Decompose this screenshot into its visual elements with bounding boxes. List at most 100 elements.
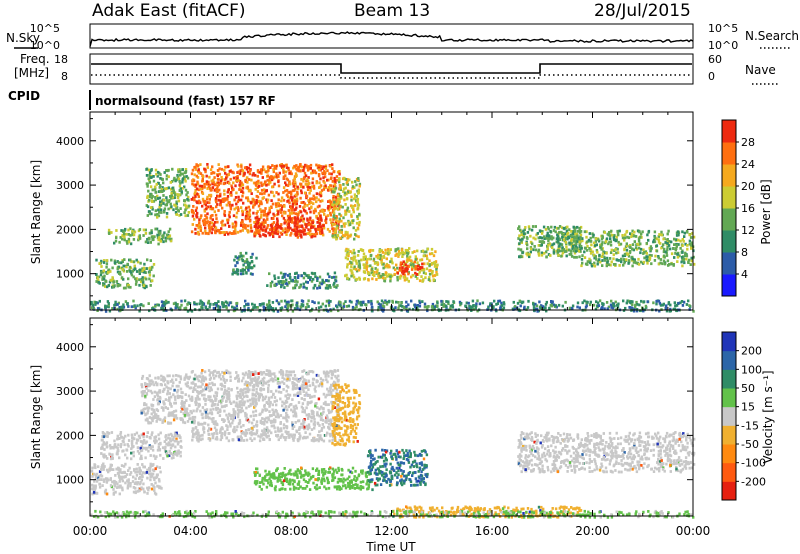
echo-cell <box>538 229 542 233</box>
echo-cell <box>403 251 406 255</box>
echo-cell <box>476 309 479 313</box>
echo-cell <box>561 246 564 249</box>
echo-cell <box>246 196 249 200</box>
echo-cell <box>362 270 366 273</box>
echo-cell <box>124 462 127 466</box>
echo-cell <box>228 210 231 214</box>
echo-cell <box>512 300 515 304</box>
echo-cell <box>291 220 294 224</box>
echo-cell <box>579 235 582 238</box>
echo-cell <box>543 235 546 239</box>
echo-cell <box>285 183 288 187</box>
echo-cell <box>521 251 524 255</box>
echo-cell <box>235 178 238 182</box>
echo-cell <box>571 247 574 251</box>
echo-cell <box>562 248 566 251</box>
echo-cell <box>150 268 153 271</box>
echo-cell <box>151 188 154 192</box>
echo-cell <box>163 210 166 214</box>
echo-cell <box>310 205 313 209</box>
echo-cell <box>141 269 144 272</box>
echo-cell <box>551 300 554 304</box>
echo-cell <box>335 215 338 218</box>
freq-label: Freq. <box>20 52 50 66</box>
echo-cell <box>353 237 356 241</box>
echo-cell <box>350 274 353 278</box>
echo-cell <box>343 193 346 197</box>
echo-cell <box>154 376 157 380</box>
echo-cell <box>216 169 220 172</box>
echo-cell <box>270 229 274 233</box>
echo-cell <box>664 306 668 310</box>
echo-cell <box>129 270 132 273</box>
echo-cell <box>260 226 263 230</box>
echo-cell <box>169 432 173 436</box>
echo-cell <box>157 208 160 212</box>
echo-cell <box>273 283 276 287</box>
echo-cell <box>661 262 664 266</box>
echo-cell <box>548 242 552 246</box>
echo-cell <box>383 279 387 283</box>
echo-cell <box>165 202 169 206</box>
echo-cell <box>622 299 625 303</box>
echo-cell <box>319 191 323 195</box>
echo-cell <box>286 178 290 182</box>
echo-cell <box>102 277 106 281</box>
echo-cell <box>591 235 595 239</box>
echo-cell <box>199 172 203 175</box>
echo-cell <box>605 301 609 304</box>
echo-cell <box>94 476 98 480</box>
echo-cell <box>278 225 282 229</box>
echo-cell <box>91 487 94 491</box>
echo-cell <box>269 305 272 309</box>
echo-cell <box>249 169 252 173</box>
echo-cell <box>397 306 400 310</box>
echo-cell <box>596 262 599 266</box>
echo-cell <box>198 221 201 224</box>
echo-cell <box>227 218 230 222</box>
echo-cell <box>173 196 176 199</box>
echo-cell <box>213 176 216 179</box>
echo-cell <box>300 224 304 228</box>
echo-cell <box>625 242 628 246</box>
echo-cell <box>112 491 116 495</box>
echo-cell <box>337 197 340 201</box>
echo-cell <box>179 410 183 413</box>
echo-cell <box>315 215 318 219</box>
echo-cell <box>224 304 227 308</box>
echo-cell <box>107 303 110 307</box>
echo-cell <box>304 174 308 178</box>
echo-cell <box>637 229 640 233</box>
echo-cell <box>320 282 323 286</box>
echo-cell <box>204 220 207 224</box>
echo-cell <box>370 267 374 271</box>
echo-cell <box>184 179 187 183</box>
echo-cell <box>552 303 556 307</box>
echo-cell <box>332 215 335 218</box>
echo-cell <box>346 257 349 261</box>
echo-cell <box>260 188 264 192</box>
echo-cell <box>623 261 626 265</box>
echo-cell <box>586 248 589 252</box>
echo-cell <box>660 233 663 237</box>
echo-cell <box>401 255 404 258</box>
echo-cell <box>124 453 127 457</box>
echo-cell <box>234 196 238 199</box>
echo-cell <box>319 217 323 220</box>
echo-cell <box>96 301 99 305</box>
echo-cell <box>338 172 341 176</box>
echo-cell <box>156 484 159 488</box>
echo-cell <box>528 227 531 231</box>
echo-cell <box>247 205 251 209</box>
echo-cell <box>282 229 285 233</box>
echo-cell <box>159 431 162 435</box>
echo-cell <box>158 400 161 404</box>
echo-cell <box>300 182 303 186</box>
echo-cell <box>380 261 383 264</box>
echo-cell <box>513 307 516 311</box>
echo-cell <box>125 232 128 236</box>
echo-cell <box>594 255 597 258</box>
echo-cell <box>165 215 169 219</box>
echo-cell <box>172 178 176 182</box>
echo-cell <box>153 383 156 387</box>
